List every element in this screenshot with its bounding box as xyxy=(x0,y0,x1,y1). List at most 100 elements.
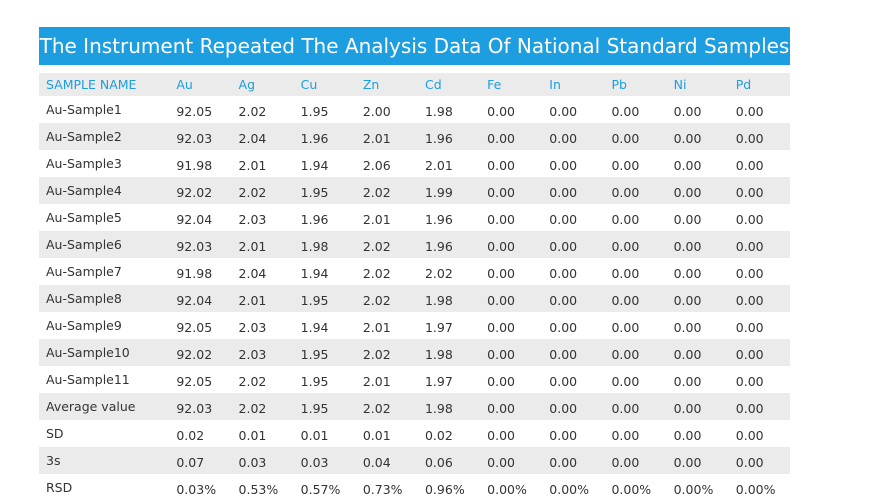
value-cell: 0.01 xyxy=(362,428,391,443)
value-cell: 0.00 xyxy=(549,212,578,227)
value-cell: 0.00 xyxy=(487,266,515,281)
value-cell: 1.95 xyxy=(300,401,329,416)
row-label-cell: Au-Sample4 xyxy=(46,183,122,198)
value-cell: 0.57% xyxy=(300,482,341,497)
column-header-ag: Ag xyxy=(238,77,256,92)
value-cell: 0.00% xyxy=(735,482,776,497)
value-cell: 0.00 xyxy=(487,401,515,416)
value-cell: 0.00 xyxy=(673,158,702,173)
table-body: Au-Sample1 92.05 2.02 1.95 2.00 1.98 0.00 0.00 0… xyxy=(39,96,790,501)
column-header-cu: Cu xyxy=(300,77,318,92)
value-cell: 0.00 xyxy=(549,293,578,308)
value-cell: 1.95 xyxy=(300,374,329,389)
value-cell: 2.01 xyxy=(362,212,391,227)
value-cell: 0.00 xyxy=(735,266,764,281)
value-cell: 0.06 xyxy=(424,455,453,470)
value-cell: 1.98 xyxy=(424,104,453,119)
value-cell: 0.00 xyxy=(487,239,515,254)
value-cell: 1.98 xyxy=(300,239,329,254)
value-cell: 0.00 xyxy=(673,212,702,227)
value-cell: 0.00 xyxy=(673,266,702,281)
value-cell: 2.03 xyxy=(238,347,267,362)
value-cell: 1.94 xyxy=(300,320,329,335)
value-cell: 0.00% xyxy=(549,482,590,497)
value-cell: 0.96% xyxy=(424,482,465,497)
value-cell: 1.95 xyxy=(300,293,329,308)
value-cell: 1.96 xyxy=(424,131,453,146)
value-cell: 0.00 xyxy=(549,401,578,416)
value-cell: 0.00 xyxy=(611,239,640,254)
value-cell: 92.02 xyxy=(176,185,213,200)
value-cell: 0.00 xyxy=(611,158,640,173)
table-row: Au-Sample3 91.98 2.01 1.94 2.06 2.01 0.00 0.00 0… xyxy=(39,150,790,177)
value-cell: 0.00% xyxy=(673,482,714,497)
column-header-pb: Pb xyxy=(611,77,627,92)
value-cell: 0.00 xyxy=(611,266,640,281)
value-cell: 0.00 xyxy=(611,212,640,227)
row-label-cell: Au-Sample8 xyxy=(46,291,122,306)
value-cell: 1.98 xyxy=(424,347,453,362)
value-cell: 0.00 xyxy=(673,104,702,119)
value-cell: 2.01 xyxy=(362,374,391,389)
value-cell: 0.00 xyxy=(673,401,702,416)
value-cell: 1.99 xyxy=(424,185,453,200)
value-cell: 0.00 xyxy=(673,455,702,470)
value-cell: 0.00 xyxy=(611,347,640,362)
value-cell: 1.96 xyxy=(424,239,453,254)
value-cell: 0.00 xyxy=(735,293,764,308)
value-cell: 1.96 xyxy=(300,131,329,146)
table-row: Au-Sample2 92.03 2.04 1.96 2.01 1.96 0.00 0.00 0… xyxy=(39,123,790,150)
value-cell: 1.95 xyxy=(300,185,329,200)
value-cell: 0.00 xyxy=(735,455,764,470)
table-row: SD 0.02 0.01 0.01 0.01 0.02 0.00 0.00 0.00 0.00 0.… xyxy=(39,420,790,447)
value-cell: 2.03 xyxy=(238,212,267,227)
row-label-cell: Au-Sample9 xyxy=(46,318,122,333)
column-header-pd: Pd xyxy=(735,77,752,92)
row-label-cell: SD xyxy=(46,426,64,441)
value-cell: 1.95 xyxy=(300,347,329,362)
value-cell: 0.00 xyxy=(487,131,515,146)
value-cell: 0.00 xyxy=(735,320,764,335)
value-cell: 0.00 xyxy=(611,185,640,200)
value-cell: 0.00 xyxy=(673,185,702,200)
value-cell: 0.01 xyxy=(300,428,329,443)
table-title: The Instrument Repeated The Analysis Dat… xyxy=(39,27,790,65)
value-cell: 0.00 xyxy=(611,293,640,308)
value-cell: 2.04 xyxy=(238,266,267,281)
table-header-row: SAMPLE NAME Au Ag Cu Zn Cd Fe In Pb Ni Pd xyxy=(39,73,790,96)
row-label-cell: Au-Sample1 xyxy=(46,102,122,117)
value-cell: 0.00 xyxy=(487,158,515,173)
column-header-cd: Cd xyxy=(424,77,442,92)
value-cell: 2.01 xyxy=(238,158,267,173)
value-cell: 0.00% xyxy=(611,482,652,497)
value-cell: 1.97 xyxy=(424,374,453,389)
table-row: Average value 92.03 2.02 1.95 2.02 1.98 0.00 0.… xyxy=(39,393,790,420)
value-cell: 2.02 xyxy=(238,401,267,416)
value-cell: 0.00 xyxy=(487,455,515,470)
value-cell: 1.98 xyxy=(424,401,453,416)
column-header-ni: Ni xyxy=(673,77,687,92)
row-label-cell: Au-Sample7 xyxy=(46,264,122,279)
value-cell: 0.00 xyxy=(487,347,515,362)
value-cell: 0.00 xyxy=(549,347,578,362)
value-cell: 2.02 xyxy=(362,401,391,416)
table-row: 3s 0.07 0.03 0.03 0.04 0.06 0.00 0.00 0.00 0.00 0.… xyxy=(39,447,790,474)
value-cell: 1.97 xyxy=(424,320,453,335)
value-cell: 92.03 xyxy=(176,401,213,416)
value-cell: 92.03 xyxy=(176,131,213,146)
value-cell: 92.04 xyxy=(176,293,213,308)
value-cell: 0.00 xyxy=(549,239,578,254)
value-cell: 0.00 xyxy=(487,374,515,389)
value-cell: 0.00 xyxy=(611,428,640,443)
table-row: RSD 0.03% 0.53% 0.57% 0.73% 0.96% 0.00% 0.00% 0.… xyxy=(39,474,790,501)
value-cell: 2.01 xyxy=(362,131,391,146)
value-cell: 0.00 xyxy=(611,131,640,146)
value-cell: 1.94 xyxy=(300,158,329,173)
value-cell: 0.00 xyxy=(611,455,640,470)
value-cell: 0.00 xyxy=(611,374,640,389)
value-cell: 0.00 xyxy=(735,428,764,443)
column-header-sample-name: SAMPLE NAME xyxy=(46,77,137,92)
row-label-cell: Au-Sample11 xyxy=(46,372,130,387)
value-cell: 91.98 xyxy=(176,266,213,281)
value-cell: 0.00 xyxy=(735,104,764,119)
